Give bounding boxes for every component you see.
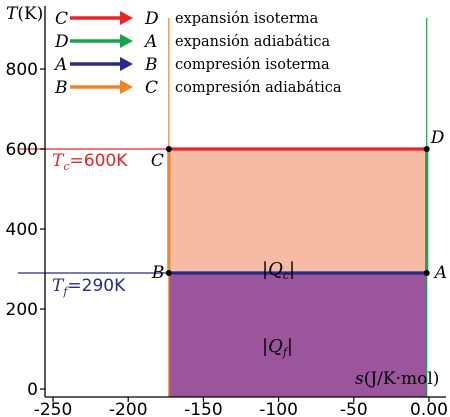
legend-name: compresión adiabática — [175, 80, 342, 96]
y-ticks: 0 200 400 600 800 — [6, 60, 45, 400]
qf-var: Q — [268, 336, 283, 357]
legend-name: expansión adiabática — [175, 34, 331, 50]
legend-arrow-head — [120, 57, 133, 71]
point-label-a: A — [433, 263, 447, 283]
point-d — [423, 146, 430, 152]
qf-label: |Qf| — [262, 336, 293, 359]
qf-sub: f — [282, 346, 289, 359]
y-tick-label: 600 — [6, 140, 38, 160]
legend-arrow-head — [120, 34, 133, 48]
x-tick-label: -100 — [259, 400, 298, 417]
cold-value: =290K — [67, 276, 126, 296]
legend-from-label: C — [55, 9, 68, 29]
legend-to-label: C — [145, 78, 158, 98]
x-axis-var: s — [355, 369, 364, 389]
region-qc — [168, 149, 427, 273]
point-label-d: D — [430, 128, 445, 148]
legend-from-label: A — [53, 55, 67, 75]
point-b — [165, 270, 172, 276]
cycle-points: A B C D — [151, 128, 447, 283]
qc-sub: c — [283, 269, 289, 282]
x-tick-label: -50 — [340, 400, 368, 417]
x-axis-unit: (J/K·mol) — [364, 369, 440, 389]
cold-sub: f — [62, 285, 69, 298]
y-tick-label: 200 — [6, 300, 38, 320]
point-a — [423, 270, 430, 276]
y-tick-label: 0 — [27, 380, 38, 400]
legend-arrow-head — [120, 11, 133, 25]
legend-arrow-head — [120, 80, 133, 94]
legend-to-label: B — [144, 55, 158, 75]
legend-name: expansión isoterma — [175, 11, 319, 27]
legend-to-label: D — [144, 9, 159, 29]
y-tick-label: 400 — [6, 220, 38, 240]
hot-sub: c — [63, 160, 69, 173]
point-c — [165, 146, 172, 152]
point-label-c: C — [151, 151, 164, 171]
x-axis-label: s(J/K·mol) — [355, 369, 439, 389]
x-tick-label: -250 — [34, 400, 73, 417]
cold-isotherm-label: Tf=290K — [52, 276, 126, 298]
y-axis-label: T(K) — [6, 4, 43, 24]
legend-from-label: D — [54, 32, 69, 52]
x-tick-label: -200 — [109, 400, 148, 417]
y-axis-var: T — [6, 4, 19, 24]
legend-to-label: A — [143, 32, 157, 52]
y-tick-label: 800 — [6, 60, 38, 80]
hot-value: =600K — [70, 151, 129, 171]
x-ticks: -250 -200 -150 -100 -50 0.00 — [34, 397, 448, 417]
legend-name: compresión isoterma — [175, 57, 330, 73]
hot-isotherm-label: Tc=600K — [52, 151, 128, 173]
hot-var: T — [52, 151, 65, 171]
qc-label: |Qc| — [262, 259, 295, 282]
region-qf — [168, 273, 427, 397]
cold-var: T — [52, 276, 65, 296]
point-label-b: B — [151, 263, 165, 283]
x-tick-label: 0.00 — [410, 400, 448, 417]
x-tick-label: -150 — [184, 400, 223, 417]
y-axis-unit: (K) — [17, 4, 43, 24]
qc-var: Q — [268, 259, 283, 280]
legend-from-label: B — [54, 78, 68, 98]
